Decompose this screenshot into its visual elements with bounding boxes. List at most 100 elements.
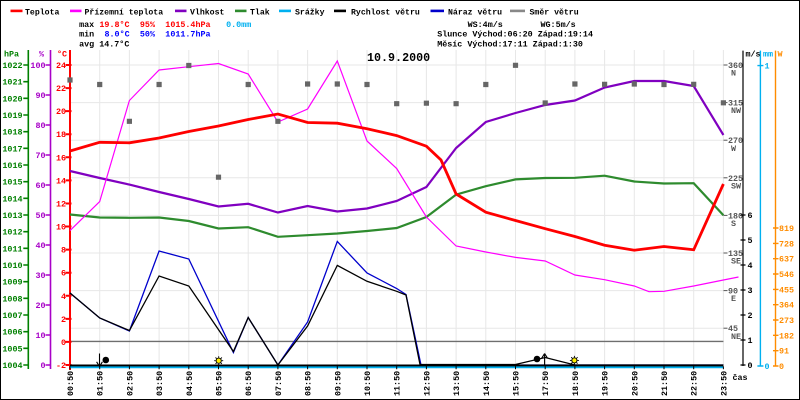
svg-text:1021: 1021 [2, 78, 22, 88]
svg-text:0: 0 [61, 338, 66, 348]
svg-text:637: 637 [779, 255, 794, 265]
svg-text:1009: 1009 [2, 278, 22, 288]
svg-text:20:50: 20:50 [630, 371, 640, 396]
svg-text:W: W [778, 50, 784, 60]
svg-text:21:50: 21:50 [660, 371, 670, 396]
svg-text:80: 80 [35, 121, 45, 131]
svg-text:4: 4 [748, 261, 753, 271]
svg-text:%: % [39, 50, 45, 60]
svg-text:15:50: 15:50 [512, 371, 522, 396]
svg-text:0: 0 [779, 362, 784, 372]
svg-text:18: 18 [56, 130, 66, 140]
svg-text:Měsíc Východ:17:11 Západ:1:30: Měsíc Východ:17:11 Západ:1:30 [437, 39, 583, 49]
svg-text:Přízemní teplota: Přízemní teplota [85, 8, 164, 18]
svg-text:20: 20 [56, 107, 66, 117]
svg-text:40: 40 [35, 241, 45, 251]
svg-text:13:50: 13:50 [452, 371, 462, 396]
svg-text:546: 546 [779, 270, 794, 280]
svg-text:03:50: 03:50 [155, 371, 165, 396]
svg-text:225: 225 [728, 174, 743, 184]
svg-text:12:50: 12:50 [422, 371, 432, 396]
svg-text:1: 1 [748, 336, 753, 346]
svg-text:04:50: 04:50 [185, 371, 195, 396]
svg-text:11:50: 11:50 [393, 371, 403, 396]
svg-text:364: 364 [779, 301, 794, 311]
svg-text:16: 16 [56, 153, 66, 163]
svg-text:3: 3 [748, 286, 753, 296]
svg-text:24: 24 [56, 61, 66, 71]
svg-text:45: 45 [728, 324, 738, 334]
svg-text:6: 6 [748, 211, 753, 221]
svg-text:1007: 1007 [2, 311, 22, 321]
svg-text:°C: °C [57, 50, 67, 60]
svg-text:05:50: 05:50 [215, 371, 225, 396]
svg-text:E: E [731, 294, 736, 304]
svg-text:SE: SE [731, 257, 741, 267]
svg-text:273: 273 [779, 316, 794, 326]
svg-text:90: 90 [728, 287, 738, 297]
svg-text:2: 2 [748, 311, 753, 321]
svg-text:NW: NW [731, 106, 742, 116]
svg-text:19:50: 19:50 [601, 371, 611, 396]
svg-text:10: 10 [35, 331, 45, 341]
svg-text:1004: 1004 [2, 361, 22, 371]
svg-text:1018: 1018 [2, 128, 22, 138]
svg-text:0: 0 [765, 362, 770, 372]
svg-text:90: 90 [35, 91, 45, 101]
svg-text:Teplota: Teplota [25, 8, 59, 18]
svg-text:1016: 1016 [2, 161, 22, 171]
svg-text:1010: 1010 [2, 261, 22, 271]
svg-text:S: S [731, 219, 736, 229]
svg-text:W: W [731, 144, 737, 154]
svg-text:Srážky: Srážky [295, 8, 325, 18]
svg-text:180: 180 [728, 211, 743, 221]
svg-text:čas: čas [733, 373, 748, 383]
svg-text:06:50: 06:50 [244, 371, 254, 396]
svg-text:23:50: 23:50 [719, 371, 729, 396]
svg-text:60: 60 [35, 181, 45, 191]
svg-text:00:50: 00:50 [66, 371, 76, 396]
svg-text:4: 4 [61, 292, 66, 302]
svg-text:SW: SW [731, 181, 742, 191]
svg-text:10: 10 [56, 223, 66, 233]
svg-text:hPa: hPa [4, 50, 19, 60]
svg-text:avg 14.7°C: avg 14.7°C [79, 39, 129, 49]
svg-text:1006: 1006 [2, 328, 22, 338]
svg-text:10:50: 10:50 [363, 371, 373, 396]
svg-text:01:50: 01:50 [96, 371, 106, 396]
svg-text:100: 100 [30, 61, 45, 71]
svg-text:22: 22 [56, 84, 66, 94]
svg-text:1022: 1022 [2, 61, 22, 71]
svg-text:1012: 1012 [2, 228, 22, 238]
svg-text:1011: 1011 [2, 244, 22, 254]
svg-text:mm: mm [763, 50, 773, 60]
svg-text:17:50: 17:50 [541, 371, 551, 396]
svg-text:09:50: 09:50 [333, 371, 343, 396]
svg-text:182: 182 [779, 331, 794, 341]
svg-text:30: 30 [35, 271, 45, 281]
svg-text:20: 20 [35, 301, 45, 311]
svg-text:10.9.2000: 10.9.2000 [367, 51, 430, 65]
svg-text:1: 1 [765, 62, 770, 72]
svg-text:1019: 1019 [2, 111, 22, 121]
svg-text:14:50: 14:50 [482, 371, 492, 396]
svg-text:50: 50 [35, 211, 45, 221]
svg-text:270: 270 [728, 136, 743, 146]
svg-text:12: 12 [56, 200, 66, 210]
svg-text:1020: 1020 [2, 94, 22, 104]
svg-text:Slunce Východ:06:20 Západ:19:1: Slunce Východ:06:20 Západ:19:14 [437, 30, 593, 40]
svg-text:WG:5m/s: WG:5m/s [541, 20, 576, 30]
svg-text:Náraz větru: Náraz větru [448, 8, 502, 18]
svg-text:70: 70 [35, 151, 45, 161]
svg-text:5: 5 [748, 236, 753, 246]
svg-text:Směr větru: Směr větru [530, 8, 579, 18]
svg-text:455: 455 [779, 285, 794, 295]
svg-text:1008: 1008 [2, 294, 22, 304]
svg-text:91: 91 [779, 347, 789, 357]
svg-text:m/s: m/s [746, 50, 761, 60]
svg-text:1005: 1005 [2, 344, 22, 354]
svg-text:Tlak: Tlak [250, 8, 270, 18]
svg-text:22:50: 22:50 [690, 371, 700, 396]
svg-text:315: 315 [728, 99, 743, 109]
